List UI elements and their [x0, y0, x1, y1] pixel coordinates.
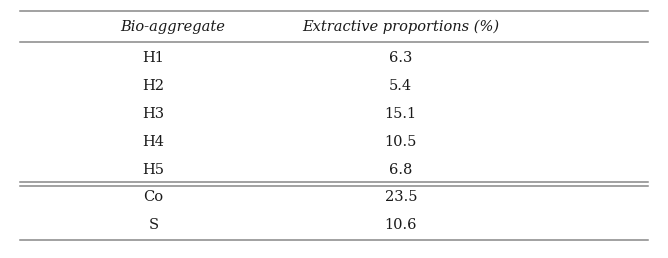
Text: 15.1: 15.1: [385, 107, 417, 121]
Text: 6.3: 6.3: [389, 51, 412, 65]
Text: 23.5: 23.5: [385, 190, 417, 204]
Text: 5.4: 5.4: [389, 79, 412, 93]
Text: H4: H4: [143, 135, 164, 149]
Text: 10.6: 10.6: [385, 218, 417, 232]
Text: Co: Co: [144, 190, 164, 204]
Text: H3: H3: [142, 107, 165, 121]
Text: H1: H1: [143, 51, 164, 65]
Text: 6.8: 6.8: [389, 163, 412, 176]
Text: H5: H5: [143, 163, 164, 176]
Text: Extractive proportions (%): Extractive proportions (%): [302, 20, 500, 34]
Text: Bio-aggregate: Bio-aggregate: [120, 20, 225, 34]
Text: S: S: [148, 218, 159, 232]
Text: H2: H2: [143, 79, 164, 93]
Text: 10.5: 10.5: [385, 135, 417, 149]
